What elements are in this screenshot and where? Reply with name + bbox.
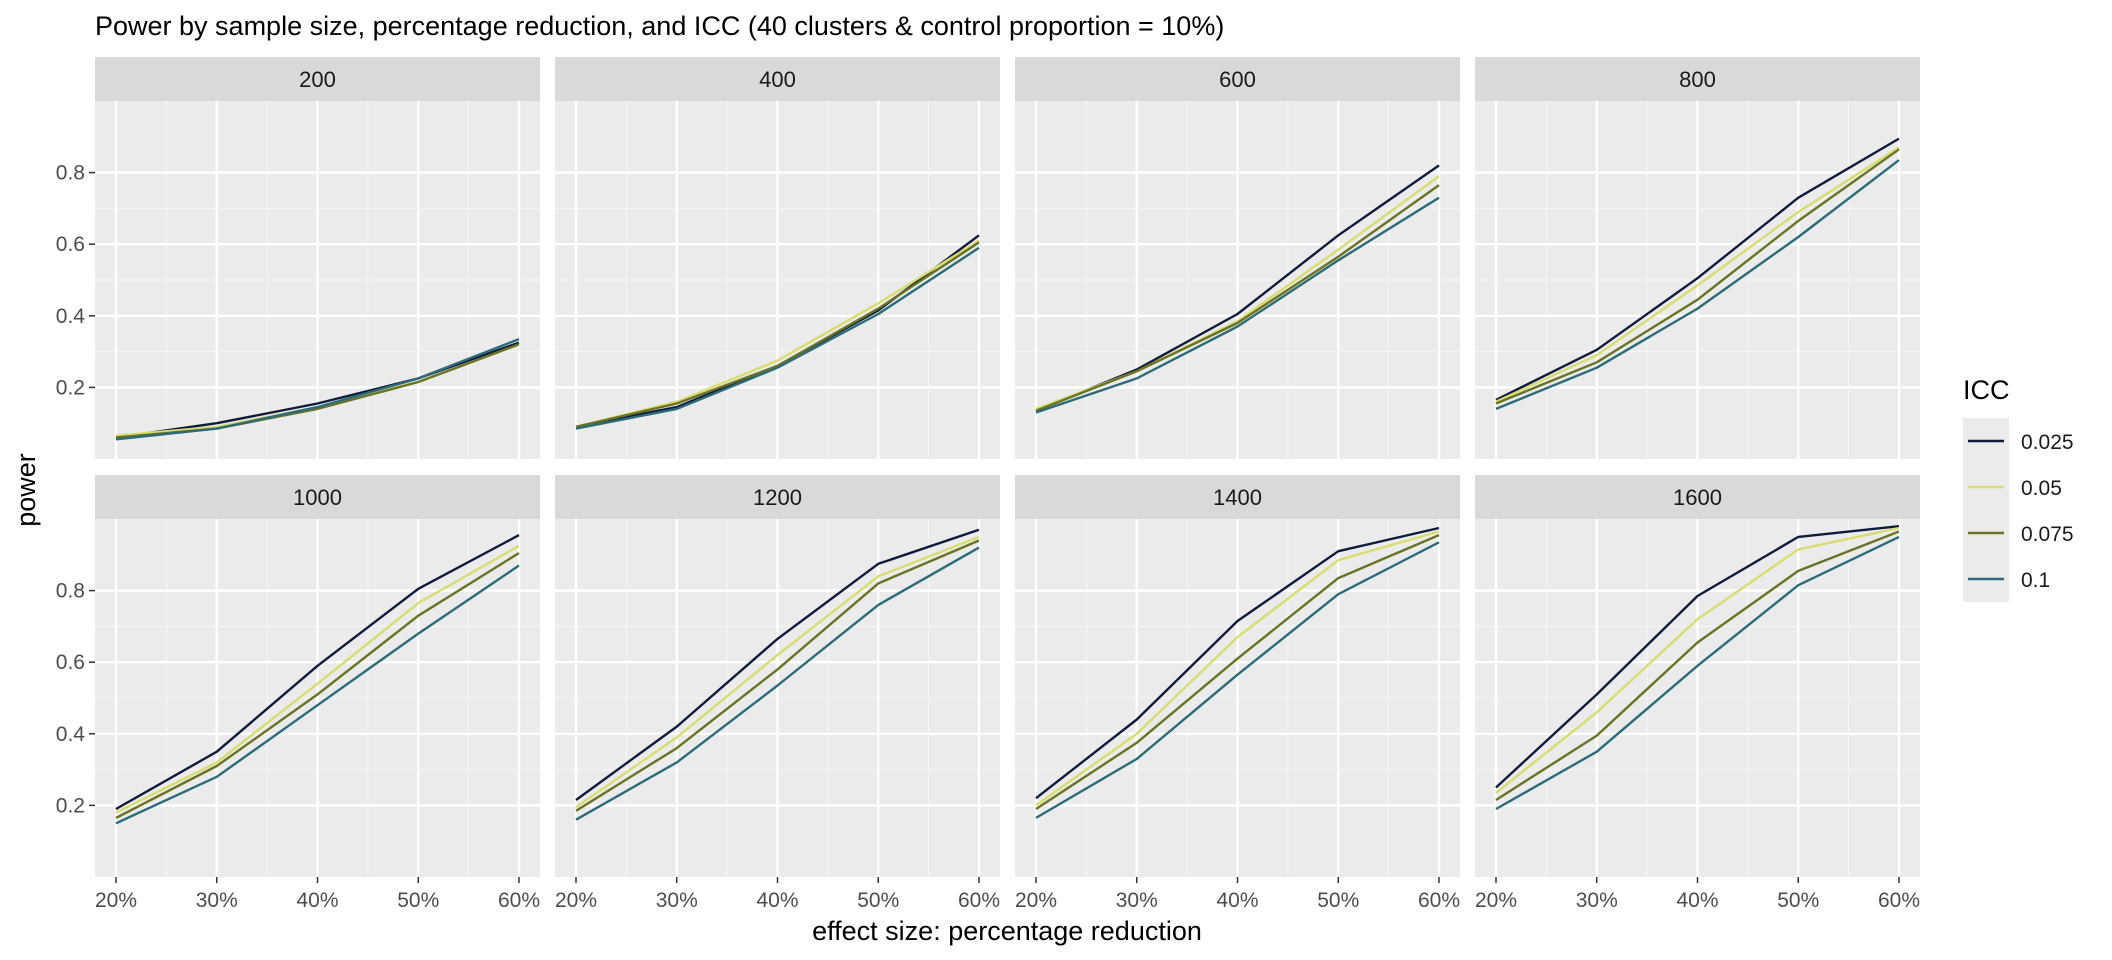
series-line xyxy=(1495,535,1900,811)
x-axis-title: effect size: percentage reduction xyxy=(812,916,1202,946)
series-line xyxy=(575,546,980,821)
x-tick-label: 30% xyxy=(1116,889,1158,912)
x-tick-label: 30% xyxy=(1576,889,1618,912)
x-tick-label: 60% xyxy=(1878,889,1920,912)
y-tick-label: 0.6 xyxy=(56,233,85,256)
x-tick-label: 50% xyxy=(1777,889,1819,912)
facet-strip xyxy=(1015,57,1460,101)
x-tick-label: 50% xyxy=(1317,889,1359,912)
facet-label: 1000 xyxy=(293,485,342,510)
series-line xyxy=(575,535,980,809)
series-line xyxy=(1035,533,1440,811)
series-line xyxy=(115,544,520,814)
y-tick-label: 0.2 xyxy=(56,376,85,399)
x-tick-label: 30% xyxy=(196,889,238,912)
y-axis-title: power xyxy=(11,453,41,527)
series-line xyxy=(1035,184,1440,412)
legend-label: 0.05 xyxy=(2021,477,2062,500)
series-line xyxy=(575,539,980,812)
legend-title: ICC xyxy=(1963,375,2010,405)
series-line xyxy=(115,534,520,811)
series-line xyxy=(1495,137,1900,401)
chart-title: Power by sample size, percentage reducti… xyxy=(95,11,1224,41)
facet-strip xyxy=(555,475,1000,519)
facet-strip xyxy=(1475,475,1920,519)
y-tick-label: 0.4 xyxy=(56,305,86,328)
facet-label: 600 xyxy=(1219,67,1256,92)
y-tick-label: 0.6 xyxy=(56,651,85,674)
series-line xyxy=(1035,541,1440,819)
series-line xyxy=(575,241,980,428)
legend-label: 0.075 xyxy=(2021,523,2074,546)
x-tick-label: 40% xyxy=(1216,889,1258,912)
series-line xyxy=(115,564,520,825)
series-line xyxy=(1495,526,1900,794)
series-line xyxy=(115,551,520,819)
facet-strip xyxy=(1475,57,1920,101)
x-tick-label: 60% xyxy=(1418,889,1460,912)
series-line xyxy=(1495,146,1900,403)
y-tick-label: 0.2 xyxy=(56,794,85,817)
facet-label: 1200 xyxy=(753,485,802,510)
y-tick-label: 0.8 xyxy=(56,580,85,603)
y-tick-label: 0.8 xyxy=(56,162,85,185)
series-line xyxy=(1495,525,1900,789)
facet-strip xyxy=(1015,475,1460,519)
series-line xyxy=(1035,530,1440,807)
facet-label: 1600 xyxy=(1673,485,1722,510)
series-line xyxy=(1035,196,1440,414)
x-tick-label: 60% xyxy=(498,889,540,912)
facet-strip xyxy=(95,475,540,519)
x-tick-label: 30% xyxy=(656,889,698,912)
x-tick-label: 20% xyxy=(95,889,137,912)
legend-label: 0.025 xyxy=(2021,431,2074,454)
y-tick-label: 0.4 xyxy=(56,723,86,746)
legend-label: 0.1 xyxy=(2021,569,2050,592)
facet-label: 200 xyxy=(299,67,336,92)
series-line xyxy=(575,246,980,430)
x-tick-label: 50% xyxy=(857,889,899,912)
series-line xyxy=(115,337,520,441)
x-tick-label: 40% xyxy=(1676,889,1718,912)
x-tick-label: 50% xyxy=(397,889,439,912)
series-line xyxy=(575,528,980,801)
legend: ICC 0.025 0.05 0.075 0.1 xyxy=(1963,375,2074,602)
facet-strip xyxy=(95,57,540,101)
series-line xyxy=(1495,148,1900,405)
series-line xyxy=(1495,159,1900,411)
x-tick-label: 20% xyxy=(1015,889,1057,912)
facet-panels: 200 0.2 0.4 0.6 0.8 400 600 800 1000 0.2 0.4 0.6 0.8… xyxy=(56,57,1920,912)
x-tick-label: 40% xyxy=(756,889,798,912)
facet-label: 400 xyxy=(759,67,796,92)
series-line xyxy=(1035,526,1440,800)
facet-label: 1400 xyxy=(1213,485,1262,510)
facet-label: 800 xyxy=(1679,67,1716,92)
x-tick-label: 40% xyxy=(296,889,338,912)
x-tick-label: 20% xyxy=(555,889,597,912)
facet-strip xyxy=(555,57,1000,101)
x-tick-label: 20% xyxy=(1475,889,1517,912)
x-tick-label: 60% xyxy=(958,889,1000,912)
series-line xyxy=(1495,530,1900,802)
